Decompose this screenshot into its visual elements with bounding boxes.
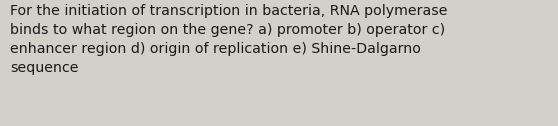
Text: For the initiation of transcription in bacteria, RNA polymerase
binds to what re: For the initiation of transcription in b… — [10, 4, 448, 75]
